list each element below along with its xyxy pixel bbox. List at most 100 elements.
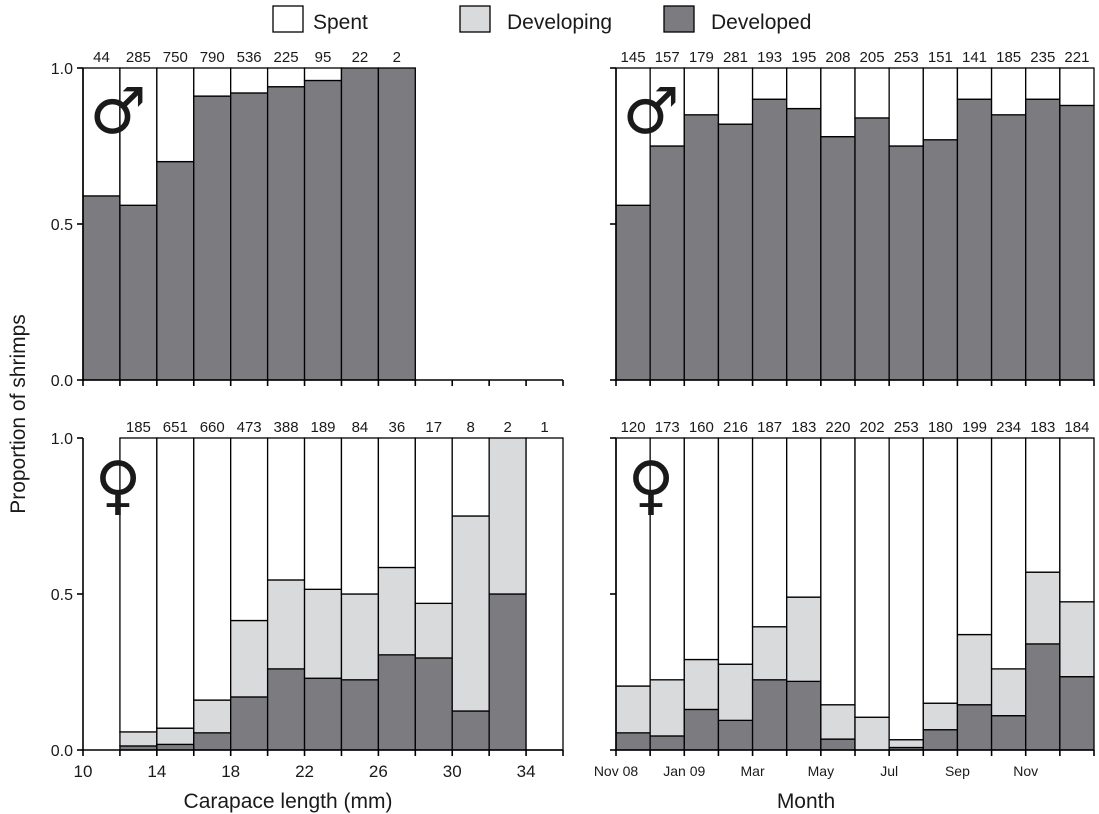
x-tick-label-female-month-4: Jul	[880, 763, 898, 779]
bar-spent-male-month-4	[751, 67, 788, 100]
bar-developed-male-month-10	[956, 98, 993, 381]
count-label-male-length-1: 285	[126, 49, 151, 66]
legend-label-developed: Developed	[711, 11, 811, 34]
y-tick-label-female-length-0: 0.0	[51, 743, 73, 760]
bar-developed-female-length-5	[303, 677, 343, 751]
y-tick-label-male-length-2: 1.0	[51, 61, 73, 78]
bar-spent-female-length-3	[230, 437, 269, 622]
male-symbol-male-length: ♂	[89, 75, 146, 149]
bar-spent-female-month-9	[922, 437, 959, 704]
bar-developed-female-month-0	[615, 732, 651, 751]
x-tick-label-female-month-6: Nov	[1013, 763, 1038, 779]
bar-developed-female-length-4	[266, 668, 306, 751]
bar-spent-male-month-12	[1025, 67, 1061, 100]
count-label-female-length-11: 1	[540, 419, 548, 436]
count-label-male-length-5: 225	[274, 49, 299, 66]
count-label-female-length-4: 388	[274, 419, 299, 436]
bar-developed-female-length-8	[414, 657, 453, 751]
count-label-male-length-2: 750	[163, 49, 188, 66]
panel-male-month: 145 157 179 281 193 195 208 205 253 151 141 185 235 2…	[610, 49, 1095, 386]
bar-developed-female-length-1	[156, 743, 195, 751]
legend-swatch-spent	[272, 5, 304, 33]
count-label-female-month-5: 183	[791, 419, 816, 436]
count-label-female-length-0: 185	[126, 419, 151, 436]
bar-developed-female-month-3	[717, 719, 754, 751]
bar-developing-female-length-4	[266, 579, 306, 670]
x-tick-label-female-month-3: May	[808, 763, 834, 779]
bar-developing-female-length-9	[451, 515, 490, 712]
bar-developed-female-month-5	[786, 680, 822, 751]
bar-developing-female-month-2	[683, 658, 720, 711]
bar-developing-female-month-7	[854, 716, 890, 751]
bar-developing-female-month-4	[751, 626, 788, 681]
bar-developed-male-month-6	[820, 135, 856, 381]
bar-developed-male-length-3	[193, 95, 232, 381]
bar-spent-male-month-10	[956, 67, 993, 100]
count-label-male-length-0: 44	[93, 49, 110, 66]
legend-swatch-developed	[663, 5, 695, 33]
x-tick-label-female-month-2: Mar	[741, 763, 765, 779]
bar-spent-female-month-12	[1025, 437, 1061, 573]
x-tick-label-female-month-5: Sep	[945, 763, 970, 779]
bar-spent-male-month-6	[820, 67, 856, 138]
bar-spent-female-month-5	[786, 437, 822, 598]
count-label-male-length-4: 536	[237, 49, 262, 66]
bar-developing-female-month-12	[1025, 571, 1061, 645]
bar-spent-male-month-3	[717, 67, 754, 125]
count-label-female-month-9: 180	[928, 419, 953, 436]
bar-spent-female-length-0	[119, 437, 158, 733]
bar-spent-female-length-6	[340, 437, 380, 595]
count-label-female-month-4: 187	[757, 419, 782, 436]
bar-spent-female-length-5	[303, 437, 343, 590]
x-tick-label-female-length-2: 18	[221, 762, 240, 781]
bar-developing-female-month-1	[649, 679, 685, 737]
bar-developed-female-length-3	[230, 696, 269, 751]
bar-developed-male-month-7	[854, 117, 890, 381]
x-tick-label-female-month-0: Nov 08	[594, 763, 639, 779]
count-label-male-month-6: 208	[825, 49, 850, 66]
bar-developing-female-month-9	[922, 702, 959, 731]
bar-spent-male-length-2	[156, 67, 195, 163]
y-axis-title: Proportion of shrimps	[7, 314, 30, 514]
count-label-female-month-8: 253	[894, 419, 919, 436]
bar-spent-female-month-11	[990, 437, 1027, 670]
bar-developing-female-length-0	[119, 731, 158, 747]
count-label-female-length-1: 651	[163, 419, 188, 436]
bar-spent-female-length-1	[156, 437, 195, 729]
panel-female-length: 185 651 660 473 388 189 84 36 17 8 2 1 0.0 0.5 1.0 10 14…	[51, 419, 564, 781]
bar-spent-female-month-6	[820, 437, 856, 706]
bar-spent-female-month-4	[751, 437, 788, 628]
bar-spent-male-length-3	[193, 67, 232, 97]
bar-spent-female-month-3	[717, 437, 754, 665]
bar-developed-male-length-4	[230, 92, 269, 381]
bar-developed-female-length-10	[488, 593, 527, 751]
count-label-male-month-10: 141	[962, 49, 987, 66]
bar-developed-male-month-4	[751, 98, 788, 381]
legend-label-developing: Developing	[507, 11, 612, 34]
bar-developed-male-length-5	[266, 86, 306, 381]
x-tick-label-female-length-1: 14	[147, 762, 166, 781]
count-label-male-month-4: 193	[757, 49, 782, 66]
bar-spent-female-length-2	[193, 437, 232, 701]
count-label-male-month-0: 145	[621, 49, 646, 66]
count-label-female-month-6: 220	[825, 419, 850, 436]
count-label-male-month-11: 185	[996, 49, 1021, 66]
bar-spent-male-length-4	[230, 67, 269, 94]
bar-spent-male-month-11	[990, 67, 1027, 116]
bar-developed-male-length-1	[119, 204, 158, 381]
bar-spent-male-month-5	[786, 67, 822, 110]
y-tick-label-female-length-1: 0.5	[51, 587, 73, 604]
count-label-female-length-2: 660	[200, 419, 225, 436]
female-symbol-female-month: ♀	[628, 449, 675, 523]
bar-developed-female-month-4	[751, 679, 788, 751]
bar-spent-female-month-8	[888, 437, 924, 741]
bar-spent-female-length-7	[377, 437, 416, 569]
y-tick-label-male-length-1: 0.5	[51, 217, 73, 234]
bar-developing-female-month-8	[888, 739, 924, 749]
bar-developing-female-month-6	[820, 704, 856, 740]
bar-developed-male-month-12	[1025, 98, 1061, 381]
bar-spent-female-month-0	[615, 437, 651, 687]
bar-spent-female-length-4	[266, 437, 306, 581]
bar-spent-male-month-2	[683, 67, 720, 116]
